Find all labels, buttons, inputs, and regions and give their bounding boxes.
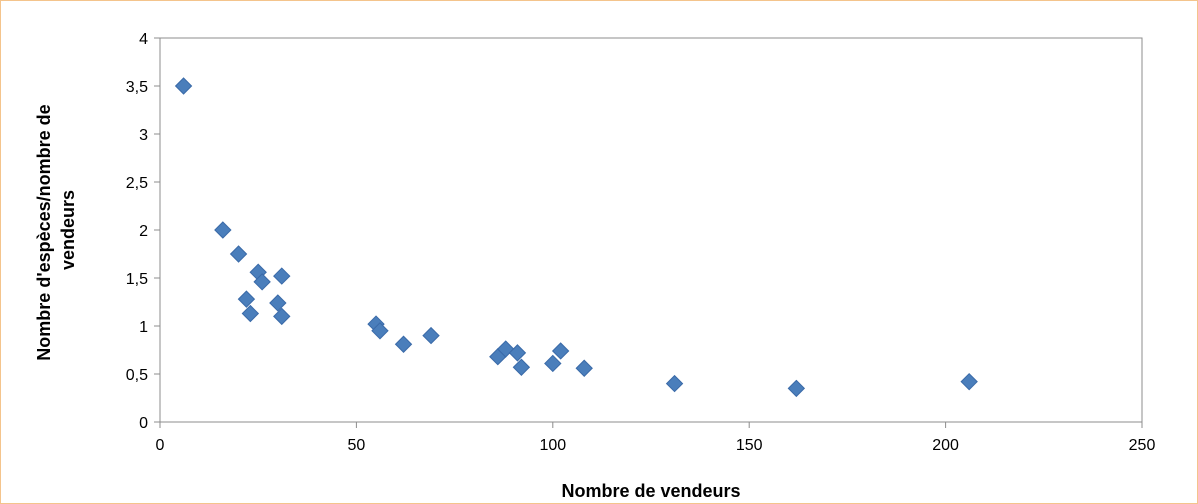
x-tick-label: 150 [736, 437, 763, 454]
data-point-marker [960, 372, 978, 391]
x-axis: 0 50 100 150 200 250 [156, 422, 1156, 454]
data-point-marker [551, 342, 570, 360]
data-point-marker [229, 245, 248, 263]
data-point-marker [214, 221, 232, 239]
data-point-marker [422, 326, 440, 345]
y-tick-label: 4 [139, 31, 148, 48]
data-point-marker [544, 354, 562, 373]
data-point-marker [241, 304, 260, 323]
x-tick-label: 100 [539, 437, 566, 454]
data-point-marker [237, 290, 256, 308]
data-point-marker [575, 359, 593, 377]
data-point-marker [174, 77, 193, 95]
plot-area [159, 37, 1143, 423]
data-point-marker [269, 294, 287, 312]
data-point-marker [273, 307, 291, 326]
y-axis: 0 0,5 1 1,5 2 2,5 3 3,5 4 [126, 31, 160, 432]
y-tick-label: 3 [139, 127, 148, 144]
data-point-marker [665, 374, 684, 393]
y-axis-title-line-1: Nombre d'espèces/nombre de [34, 104, 54, 360]
y-tick-label: 1,5 [126, 271, 148, 288]
data-point-marker [512, 358, 531, 376]
x-axis-title: Nombre de vendeurs [561, 481, 740, 501]
x-tick-label: 250 [1129, 437, 1156, 454]
data-point-marker [273, 267, 291, 285]
data-point-marker [787, 379, 806, 398]
x-tick-label: 200 [932, 437, 959, 454]
y-tick-label: 0,5 [126, 367, 148, 384]
y-tick-label: 1 [139, 319, 148, 336]
data-point-marker [394, 335, 413, 353]
y-tick-label: 3,5 [126, 79, 148, 96]
y-tick-label: 2 [139, 223, 148, 240]
y-axis-title: Nombre d'espèces/nombre de vendeurs [34, 99, 78, 360]
y-tick-label: 2,5 [126, 175, 148, 192]
x-tick-label: 0 [156, 437, 165, 454]
y-axis-title-line-2: vendeurs [58, 190, 78, 270]
x-tick-label: 50 [348, 437, 366, 454]
data-point-marker [253, 273, 271, 291]
data-points [174, 77, 978, 398]
data-point-marker [508, 344, 527, 362]
y-tick-label: 0 [139, 415, 148, 432]
data-point-marker [371, 322, 389, 340]
